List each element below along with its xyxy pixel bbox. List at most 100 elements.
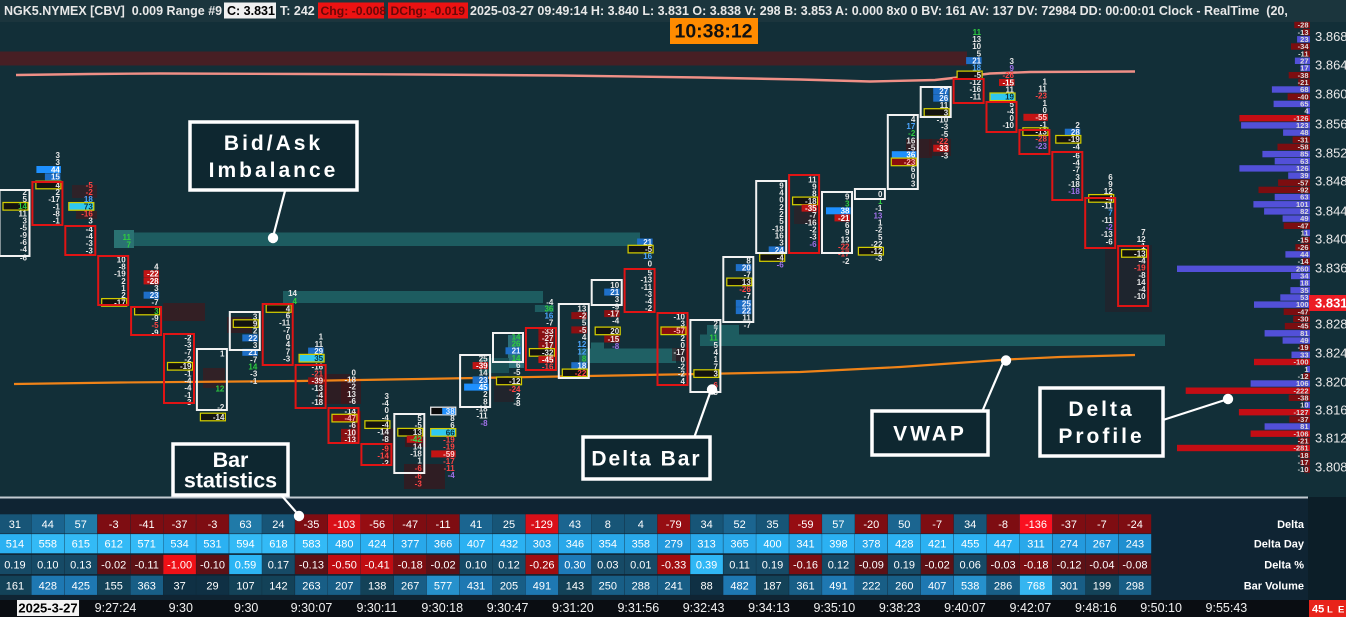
svg-text:-56: -56 [369, 519, 385, 531]
svg-text:5: 5 [878, 233, 883, 242]
svg-text:-8: -8 [480, 419, 488, 428]
svg-text:0: 0 [384, 406, 389, 415]
svg-text:-14: -14 [377, 428, 389, 437]
svg-text:-2: -2 [908, 129, 916, 138]
svg-text:-126: -126 [1293, 114, 1308, 123]
svg-text:-4: -4 [86, 232, 94, 241]
svg-text:-41: -41 [139, 519, 155, 531]
svg-text:1: 1 [1042, 99, 1047, 108]
svg-text:263: 263 [302, 580, 320, 592]
svg-text:107: 107 [236, 580, 254, 592]
svg-text:-57: -57 [1298, 178, 1309, 187]
svg-text:3.831: 3.831 [1315, 296, 1346, 311]
svg-text:-2: -2 [217, 403, 225, 412]
svg-text:-17: -17 [1298, 458, 1309, 467]
svg-text:13: 13 [413, 428, 422, 437]
svg-text:24: 24 [272, 519, 284, 531]
svg-text:9:50:10: 9:50:10 [1140, 601, 1182, 615]
svg-text:-19: -19 [1298, 343, 1309, 352]
svg-text:1: 1 [220, 349, 225, 358]
svg-text:-4: -4 [184, 384, 192, 393]
svg-text:358: 358 [632, 539, 650, 551]
svg-text:8: 8 [605, 519, 611, 531]
svg-text:63: 63 [1300, 157, 1308, 166]
svg-text:50: 50 [898, 519, 910, 531]
svg-text:241: 241 [665, 580, 683, 592]
svg-text:3: 3 [779, 239, 784, 248]
svg-text:0.12: 0.12 [828, 560, 849, 572]
svg-text:407: 407 [467, 539, 485, 551]
svg-text:Bar: Bar [213, 448, 249, 472]
svg-text:9: 9 [1010, 64, 1015, 73]
svg-text:14: 14 [512, 354, 521, 363]
svg-text:9:40:07: 9:40:07 [944, 601, 986, 615]
svg-text:0: 0 [1042, 106, 1047, 115]
svg-text:-0.18: -0.18 [398, 560, 423, 572]
svg-text:-7: -7 [1097, 519, 1107, 531]
svg-text:0: 0 [878, 190, 883, 199]
svg-text:2: 2 [779, 203, 784, 212]
svg-text:27: 27 [1300, 57, 1308, 66]
svg-text:-0.03: -0.03 [991, 560, 1016, 572]
svg-text:0.19: 0.19 [894, 560, 915, 572]
svg-text:-2: -2 [86, 188, 94, 197]
svg-text:0.39: 0.39 [696, 560, 717, 572]
svg-text:7: 7 [127, 241, 132, 250]
svg-text:243: 243 [1126, 539, 1144, 551]
svg-text:-8: -8 [382, 435, 390, 444]
svg-text:6: 6 [1108, 173, 1113, 182]
svg-text:-22: -22 [147, 270, 159, 279]
svg-text:3.824: 3.824 [1315, 346, 1346, 361]
svg-text:7: 7 [713, 327, 718, 336]
svg-text:-26: -26 [1002, 71, 1014, 80]
svg-text:2: 2 [23, 188, 28, 197]
svg-text:-0.08: -0.08 [1122, 560, 1147, 572]
svg-text:-0.02: -0.02 [925, 560, 950, 572]
svg-text:-3: -3 [809, 233, 817, 242]
svg-text:26: 26 [512, 340, 521, 349]
svg-text:L: L [1327, 605, 1333, 616]
svg-text:2: 2 [713, 319, 718, 328]
svg-text:3: 3 [253, 341, 258, 350]
svg-text:612: 612 [105, 539, 123, 551]
svg-text:-127: -127 [1293, 408, 1308, 417]
svg-text:-222: -222 [1293, 386, 1308, 395]
svg-text:-2: -2 [645, 304, 653, 313]
svg-text:1: 1 [417, 457, 422, 466]
svg-text:11: 11 [315, 340, 324, 349]
svg-text:9: 9 [845, 192, 850, 201]
svg-text:35: 35 [1300, 286, 1308, 295]
svg-text:21: 21 [512, 347, 521, 356]
svg-text:-4: -4 [1073, 159, 1081, 168]
svg-text:222: 222 [862, 580, 880, 592]
svg-text:-3: -3 [941, 151, 949, 160]
svg-text:-35: -35 [805, 204, 817, 213]
svg-text:538: 538 [961, 580, 979, 592]
svg-text:4: 4 [1304, 107, 1309, 116]
svg-text:5: 5 [713, 341, 718, 350]
svg-text:-11: -11 [444, 464, 456, 473]
svg-text:-23: -23 [904, 158, 916, 167]
svg-text:-27: -27 [542, 334, 554, 343]
svg-text:-7: -7 [151, 298, 159, 307]
svg-text:2: 2 [483, 390, 488, 399]
svg-text:378: 378 [862, 539, 880, 551]
svg-text:2: 2 [1075, 121, 1080, 130]
svg-text:421: 421 [928, 539, 946, 551]
svg-text:-4: -4 [382, 421, 390, 430]
svg-text:3: 3 [384, 392, 389, 401]
svg-text:-21: -21 [312, 370, 324, 379]
svg-text:-47: -47 [1298, 221, 1309, 230]
svg-text:-0.33: -0.33 [661, 560, 686, 572]
svg-text:9:30:47: 9:30:47 [487, 601, 529, 615]
svg-text:88: 88 [700, 580, 712, 592]
svg-text:-58: -58 [1298, 143, 1309, 152]
svg-text:81: 81 [1300, 422, 1308, 431]
svg-text:-6: -6 [777, 261, 785, 270]
svg-text:-3: -3 [184, 341, 192, 350]
svg-text:T: 242: T: 242 [280, 4, 315, 18]
svg-text:24: 24 [775, 246, 784, 255]
svg-text:199: 199 [1093, 580, 1111, 592]
svg-text:9:38:23: 9:38:23 [879, 601, 921, 615]
svg-text:455: 455 [961, 539, 979, 551]
